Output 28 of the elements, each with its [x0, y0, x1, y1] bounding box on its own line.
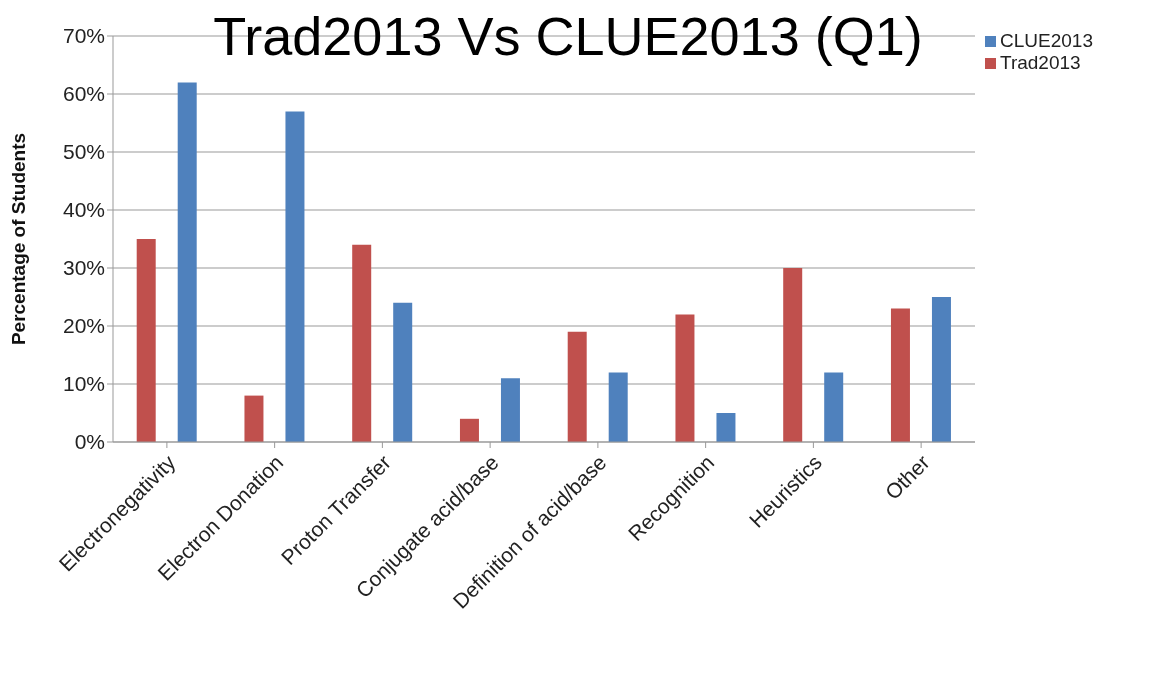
y-tick-label: 20%	[62, 314, 105, 338]
y-tick-label: 60%	[62, 82, 105, 106]
bar	[500, 378, 520, 442]
y-axis-title: Percentage of Students	[7, 132, 29, 346]
bar	[285, 111, 305, 442]
bar	[244, 395, 264, 442]
bar	[783, 268, 803, 442]
y-tick-label: 40%	[62, 198, 105, 222]
legend-label: CLUE2013	[1000, 30, 1093, 51]
bar	[136, 239, 156, 442]
bar	[824, 372, 844, 442]
bar	[459, 418, 479, 442]
y-tick-label: 10%	[62, 372, 105, 396]
y-tick-label: 0%	[74, 430, 105, 454]
bar	[675, 314, 695, 442]
y-tick-label: 70%	[62, 24, 105, 48]
bar	[567, 331, 587, 442]
bar	[716, 413, 736, 442]
bar	[177, 82, 197, 442]
y-tick-label: 30%	[62, 256, 105, 280]
chart-title: Trad2013 Vs CLUE2013 (Q1)	[213, 6, 923, 66]
bar	[352, 244, 372, 442]
bar	[608, 372, 628, 442]
bar	[890, 308, 910, 442]
y-tick-label: 50%	[62, 140, 105, 164]
legend-label: Trad2013	[1000, 52, 1081, 73]
bar	[393, 302, 413, 442]
bar	[931, 297, 951, 442]
